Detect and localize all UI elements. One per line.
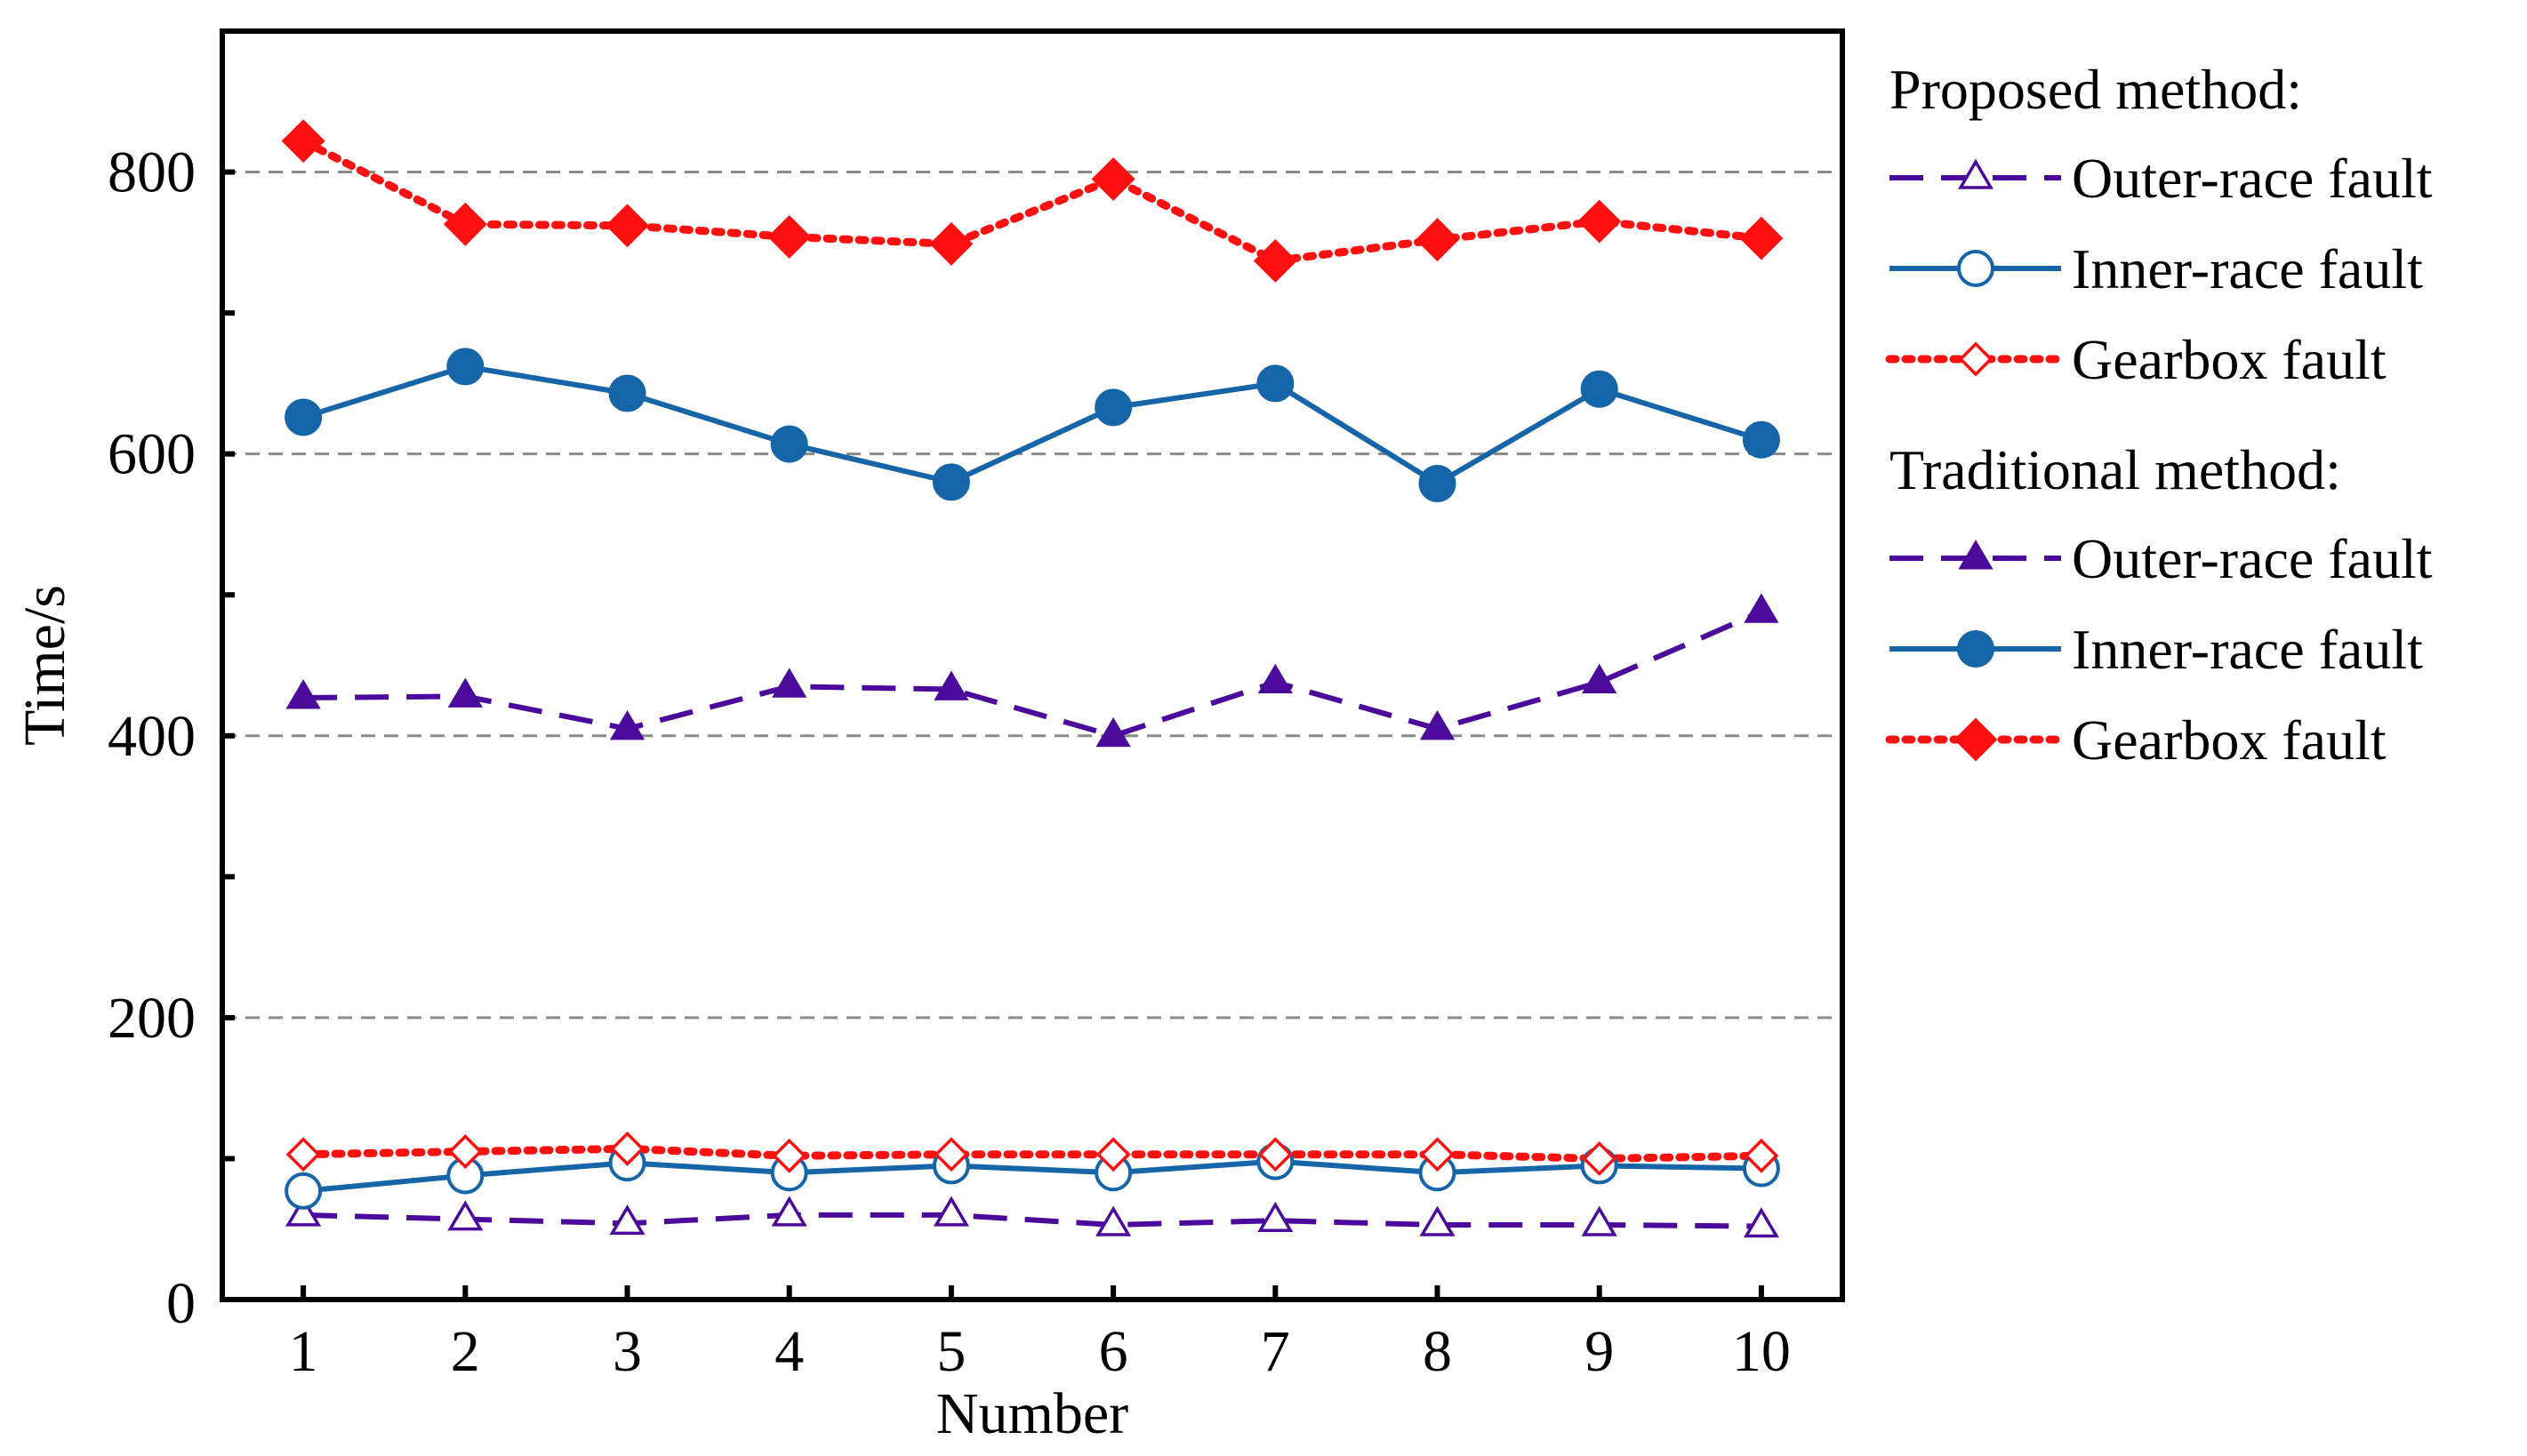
x-tick-label: 5 [936, 1319, 966, 1384]
y-tick-label: 0 [166, 1271, 196, 1336]
series-line-proposed-gearbox-fault [299, 1144, 1766, 1163]
x-tick-label: 4 [774, 1319, 804, 1384]
point-traditional-inner-race-fault-9 [1580, 370, 1618, 408]
x-tick-label: 10 [1732, 1319, 1791, 1384]
tick-labels: 0 200 400 600 800 1 2 3 4 5 6 7 8 9 10 [108, 140, 1791, 1384]
point-traditional-gearbox-fault-5 [929, 221, 974, 266]
grid-lines [222, 171, 1842, 1020]
data-markers [281, 119, 1784, 1238]
legend-label-traditional-inner-race-fault: Inner-race fault [2072, 618, 2423, 681]
point-traditional-inner-race-fault-2 [446, 348, 485, 386]
point-traditional-outer-race-fault-10 [1744, 593, 1779, 623]
point-proposed-gearbox-fault-7 [1257, 1137, 1293, 1172]
point-traditional-outer-race-fault-4 [772, 668, 807, 698]
point-traditional-outer-race-fault-8 [1419, 709, 1456, 740]
legend-label-traditional-outer-race-fault: Outer-race fault [2072, 527, 2433, 590]
series-line-traditional-outer-race-fault [303, 609, 1763, 739]
x-tick-label: 3 [613, 1319, 642, 1384]
point-proposed-gearbox-fault-2 [447, 1134, 483, 1169]
series-lines [299, 137, 1766, 1229]
point-traditional-gearbox-fault-7 [1253, 238, 1297, 283]
point-traditional-outer-race-fault-7 [1257, 663, 1293, 694]
point-proposed-outer-race-fault-4 [771, 1196, 807, 1227]
point-proposed-gearbox-fault-6 [1095, 1137, 1131, 1172]
point-traditional-outer-race-fault-6 [1095, 716, 1131, 748]
point-proposed-outer-race-fault-8 [1419, 1205, 1456, 1236]
point-traditional-inner-race-fault-3 [608, 374, 646, 412]
point-traditional-gearbox-fault-8 [1416, 218, 1459, 262]
series-line-proposed-inner-race-fault [302, 1158, 1761, 1194]
point-proposed-outer-race-fault-5 [933, 1196, 969, 1227]
point-proposed-gearbox-fault-9 [1582, 1140, 1617, 1176]
point-proposed-outer-race-fault-10 [1743, 1207, 1779, 1238]
point-proposed-inner-race-fault-1 [285, 1172, 323, 1210]
axis-ticks [222, 169, 1764, 1300]
point-traditional-outer-race-fault-5 [934, 670, 969, 700]
point-traditional-gearbox-fault-2 [443, 202, 487, 246]
y-tick-label: 800 [108, 140, 196, 205]
x-tick-label: 7 [1261, 1319, 1290, 1384]
point-proposed-outer-race-fault-6 [1095, 1205, 1132, 1236]
point-traditional-gearbox-fault-1 [281, 119, 325, 164]
point-proposed-outer-race-fault-1 [285, 1196, 322, 1227]
x-tick-label: 1 [289, 1319, 318, 1384]
point-traditional-inner-race-fault-8 [1418, 464, 1456, 502]
y-tick-label: 200 [108, 986, 196, 1051]
point-proposed-outer-race-fault-7 [1257, 1201, 1294, 1232]
legend-marker-traditional-outer-race-fault [1958, 540, 1994, 570]
point-proposed-outer-race-fault-2 [447, 1200, 484, 1231]
point-traditional-outer-race-fault-3 [609, 709, 646, 740]
y-axis-title: Time/s [12, 585, 77, 746]
point-traditional-inner-race-fault-6 [1095, 388, 1133, 427]
point-traditional-inner-race-fault-4 [770, 425, 808, 463]
point-proposed-outer-race-fault-9 [1581, 1205, 1617, 1236]
x-tick-label: 9 [1584, 1319, 1614, 1384]
point-traditional-gearbox-fault-4 [767, 215, 812, 259]
series-line-traditional-inner-race-fault [302, 364, 1762, 486]
point-proposed-outer-race-fault-3 [609, 1204, 646, 1236]
point-traditional-inner-race-fault-10 [1742, 420, 1780, 459]
legend-marker-proposed-inner-race-fault [1957, 250, 1994, 287]
y-tick-label: 400 [108, 704, 196, 769]
y-tick-label: 600 [108, 422, 196, 487]
legend-label-proposed-outer-race-fault: Outer-race fault [2072, 147, 2433, 210]
x-tick-label: 6 [1099, 1319, 1128, 1384]
legend-group-title: Proposed method: [1889, 58, 2302, 121]
point-traditional-inner-race-fault-7 [1256, 364, 1295, 403]
x-tick-label: 2 [451, 1319, 480, 1384]
legend-marker-proposed-outer-race-fault [1957, 158, 1994, 189]
legend-marker-traditional-gearbox-fault [1953, 717, 1998, 762]
series-line-traditional-gearbox-fault [299, 137, 1766, 265]
point-traditional-outer-race-fault-9 [1582, 663, 1617, 694]
point-traditional-gearbox-fault-10 [1739, 216, 1784, 260]
legend-label-traditional-gearbox-fault: Gearbox fault [2072, 708, 2387, 772]
x-tick-label: 8 [1423, 1319, 1452, 1384]
series-line-proposed-outer-race-fault [303, 1212, 1761, 1229]
legend-label-proposed-gearbox-fault: Gearbox fault [2072, 328, 2387, 391]
point-proposed-gearbox-fault-5 [934, 1137, 969, 1172]
point-traditional-inner-race-fault-5 [932, 463, 970, 501]
point-traditional-inner-race-fault-1 [285, 398, 323, 436]
point-traditional-gearbox-fault-3 [606, 204, 649, 248]
point-traditional-gearbox-fault-9 [1577, 199, 1622, 244]
legend-label-proposed-inner-race-fault: Inner-race fault [2072, 237, 2423, 300]
point-traditional-outer-race-fault-2 [447, 677, 483, 708]
point-proposed-gearbox-fault-3 [610, 1131, 645, 1166]
point-proposed-gearbox-fault-4 [772, 1138, 807, 1173]
point-proposed-gearbox-fault-1 [285, 1137, 321, 1172]
legend-group-title: Traditional method: [1889, 438, 2341, 501]
legend: Proposed method: Outer-race fault Inner-ra… [1885, 58, 2433, 772]
point-traditional-gearbox-fault-6 [1091, 157, 1135, 201]
point-traditional-outer-race-fault-1 [285, 679, 321, 709]
x-axis-title: Number [936, 1381, 1128, 1446]
point-proposed-gearbox-fault-8 [1420, 1137, 1455, 1172]
point-proposed-gearbox-fault-10 [1744, 1138, 1779, 1173]
legend-marker-traditional-inner-race-fault [1957, 630, 1994, 668]
plot-frame [220, 28, 1845, 1302]
legend-marker-proposed-gearbox-fault [1958, 341, 1994, 377]
